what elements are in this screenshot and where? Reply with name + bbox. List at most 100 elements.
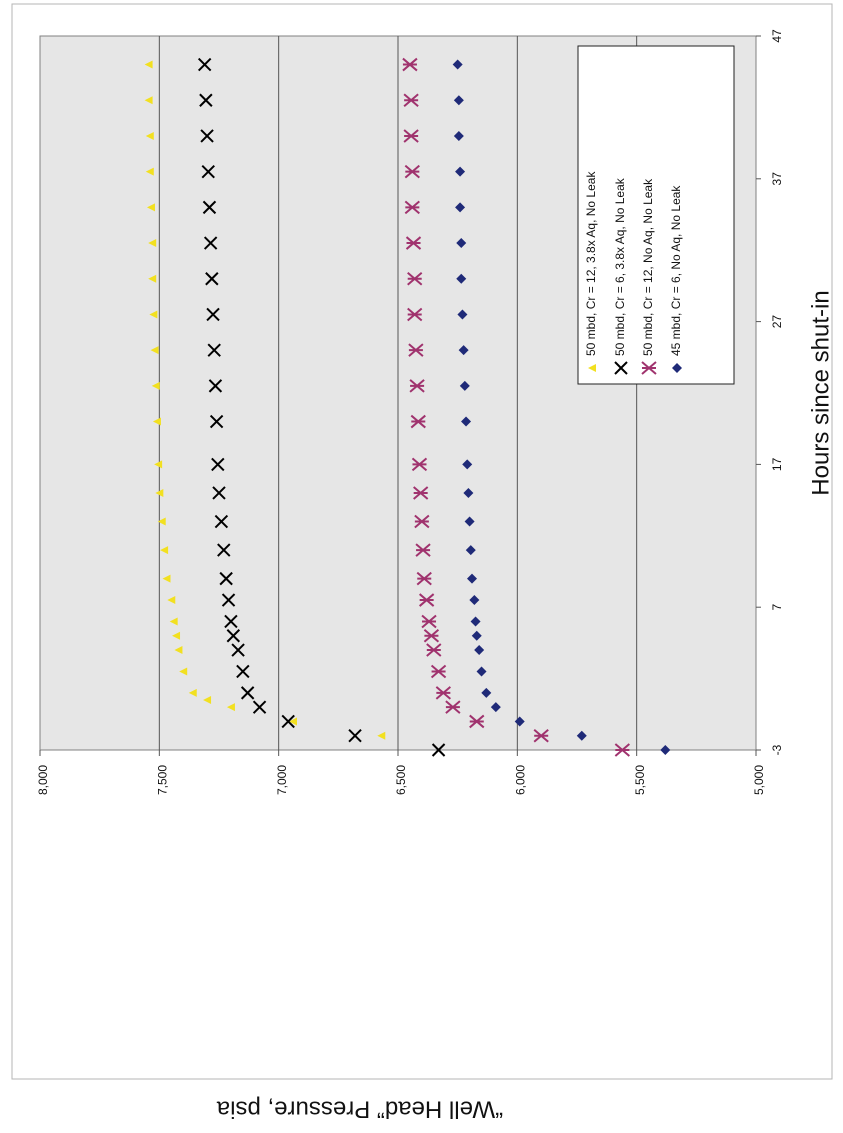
data-point xyxy=(145,131,154,140)
data-point xyxy=(236,664,250,679)
data-point xyxy=(456,238,467,249)
data-point xyxy=(463,487,474,498)
data-point xyxy=(458,345,469,356)
data-point xyxy=(203,696,212,705)
data-point xyxy=(407,272,423,286)
data-point xyxy=(445,700,461,714)
legend-marker xyxy=(588,364,596,372)
data-point xyxy=(348,729,362,743)
y-axis-title: “Well Head” Pressure, psia xyxy=(216,1096,503,1123)
data-point xyxy=(157,517,166,526)
x-tick-label: 17 xyxy=(770,457,784,471)
series-4 xyxy=(452,59,671,755)
data-point xyxy=(214,514,229,529)
data-point xyxy=(474,645,485,656)
series-1 xyxy=(144,60,386,740)
data-point xyxy=(514,716,525,727)
data-point xyxy=(205,272,219,286)
data-point xyxy=(172,631,181,640)
data-point xyxy=(461,416,472,427)
y-tick-label: 7,500 xyxy=(156,765,170,795)
data-point xyxy=(202,200,217,215)
data-point xyxy=(252,700,267,714)
data-point xyxy=(453,130,464,141)
data-point xyxy=(457,309,468,320)
data-point xyxy=(415,543,431,557)
data-point xyxy=(149,310,158,319)
data-point xyxy=(430,664,447,679)
data-point xyxy=(151,381,160,390)
data-point xyxy=(217,543,231,557)
data-point xyxy=(466,573,477,584)
data-point xyxy=(162,574,171,583)
data-point xyxy=(211,457,225,472)
data-point xyxy=(148,274,157,283)
data-point xyxy=(154,460,163,469)
data-point xyxy=(409,379,425,393)
data-point xyxy=(481,687,492,698)
data-point xyxy=(240,686,255,700)
data-point xyxy=(224,614,238,629)
data-point xyxy=(169,617,178,626)
data-point xyxy=(476,666,487,677)
data-point xyxy=(219,571,233,586)
data-point xyxy=(209,414,224,429)
data-point xyxy=(150,346,159,355)
data-point xyxy=(408,343,424,357)
data-point xyxy=(453,95,464,106)
data-point xyxy=(199,93,213,107)
y-axis-ticks: 5,000 5,500 6,000 6,500 7,000 7,500 8,000 xyxy=(36,750,766,795)
data-point xyxy=(221,593,236,607)
data-point xyxy=(469,714,485,729)
data-point xyxy=(423,629,440,643)
data-point xyxy=(226,703,235,712)
legend-label: 45 mbd, Cr = 6, No Aq, No Leak xyxy=(669,185,683,356)
data-point xyxy=(281,714,295,729)
data-point xyxy=(455,166,466,177)
legend-box xyxy=(577,45,735,385)
data-point xyxy=(179,667,188,676)
data-point xyxy=(462,459,473,470)
data-point xyxy=(212,486,226,500)
data-point xyxy=(377,731,386,740)
data-point xyxy=(403,93,419,108)
data-point xyxy=(144,96,153,105)
data-point xyxy=(203,236,218,250)
legend-marker xyxy=(672,363,682,373)
data-point xyxy=(167,596,176,605)
data-point xyxy=(200,129,214,143)
data-point xyxy=(426,643,442,657)
data-point xyxy=(208,379,223,393)
data-point xyxy=(421,614,437,629)
data-point xyxy=(231,643,245,657)
legend-label: 50 mbd, Cr = 12, No Aq, No Leak xyxy=(641,178,655,356)
data-point xyxy=(404,164,420,179)
y-tick-label: 5,000 xyxy=(752,765,766,795)
data-point xyxy=(455,202,466,213)
data-point xyxy=(435,686,451,700)
data-point xyxy=(490,702,501,713)
data-point xyxy=(207,343,221,357)
y-tick-label: 6,500 xyxy=(394,765,408,795)
data-point xyxy=(414,514,430,529)
x-tick-label: 27 xyxy=(770,315,784,329)
data-point xyxy=(405,236,422,250)
data-point xyxy=(576,730,587,741)
x-tick-label: -3 xyxy=(770,744,784,755)
legend: 50 mbd, Cr = 12, 3.8x Aq, No Leak 50 mbd,… xyxy=(577,45,735,385)
x-tick-label: 7 xyxy=(770,604,784,611)
data-point xyxy=(197,57,212,72)
data-point xyxy=(459,380,470,391)
data-point xyxy=(660,745,671,755)
data-point xyxy=(145,167,154,176)
data-point xyxy=(452,59,463,70)
data-point xyxy=(407,307,423,322)
data-point xyxy=(533,728,549,743)
y-tick-label: 7,000 xyxy=(275,765,289,795)
legend-label: 50 mbd, Cr = 12, 3.8x Aq, No Leak xyxy=(584,171,598,356)
data-point xyxy=(146,203,155,212)
data-point xyxy=(174,646,183,655)
data-point xyxy=(404,200,420,215)
data-point xyxy=(416,571,432,586)
data-point xyxy=(614,743,630,757)
